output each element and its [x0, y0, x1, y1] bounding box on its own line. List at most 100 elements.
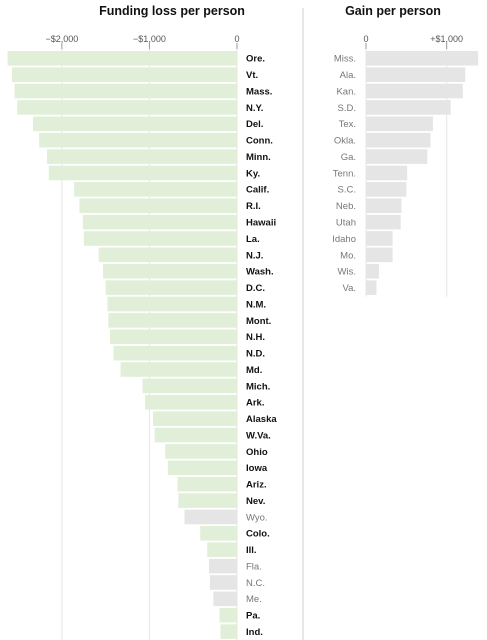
loss-bar — [39, 132, 237, 148]
loss-state-label: Ky. — [246, 168, 260, 179]
loss-bar — [74, 182, 237, 197]
gain-state-label: Wis. — [338, 267, 356, 278]
gain-tick-label: 0 — [363, 34, 368, 44]
gain-bar — [366, 132, 431, 148]
loss-bar — [220, 624, 237, 639]
gain-state-label: S.D. — [338, 103, 356, 114]
loss-state-label: Ohio — [246, 447, 268, 458]
loss-state-label: Fla. — [246, 561, 262, 572]
gain-state-label: Miss. — [334, 54, 356, 65]
loss-state-label: Hawaii — [246, 218, 276, 229]
loss-state-label: Ore. — [246, 54, 265, 65]
gain-panel: 0 +$1,000 Miss. Ala. Kan. S.D. Tex. Okla. Ga. Ten… — [332, 34, 479, 297]
gain-state-label: Tenn. — [333, 168, 356, 179]
loss-state-label: N.Y. — [246, 103, 263, 114]
gain-bar — [366, 165, 408, 181]
gain-bar — [366, 116, 433, 132]
gain-bar — [366, 100, 451, 115]
loss-bar — [219, 607, 237, 623]
loss-chart-title: Funding loss per person — [99, 4, 245, 18]
loss-tick-label: −$2,000 — [46, 34, 79, 44]
loss-state-label: D.C. — [246, 283, 265, 294]
loss-bar — [17, 100, 237, 115]
loss-tick-label: 0 — [234, 34, 239, 44]
gain-state-label: Tex. — [339, 119, 356, 130]
gain-state-label: Okla. — [334, 136, 356, 147]
gain-bar — [366, 149, 428, 164]
loss-state-label: N.D. — [246, 349, 265, 360]
gain-state-label: Va. — [342, 283, 356, 294]
loss-state-label: R.I. — [246, 201, 261, 212]
loss-state-label: N.C. — [246, 578, 265, 589]
gain-bar — [366, 83, 463, 99]
gain-bar — [366, 231, 393, 246]
loss-bar — [152, 411, 237, 426]
gain-state-label: Mo. — [340, 250, 356, 261]
gain-tick-label: +$1,000 — [430, 34, 463, 44]
loss-bar — [209, 575, 237, 590]
gain-chart-title: Gain per person — [345, 4, 441, 18]
gain-bar — [366, 263, 379, 279]
loss-bar — [98, 247, 237, 263]
loss-bar — [177, 476, 237, 492]
loss-state-label: Colo. — [246, 529, 270, 540]
loss-bar — [145, 394, 237, 410]
loss-state-label: Ind. — [246, 627, 263, 638]
gain-state-label: Ala. — [340, 70, 356, 81]
loss-state-label: Ill. — [246, 545, 257, 556]
loss-state-label: Me. — [246, 594, 262, 605]
loss-bar — [110, 329, 237, 345]
loss-state-label: La. — [246, 234, 260, 245]
loss-state-label: Wyo. — [246, 512, 268, 523]
loss-bar — [7, 51, 237, 66]
gain-state-label: Neb. — [336, 201, 356, 212]
loss-bar — [14, 83, 238, 99]
loss-panel: −$2,000 −$1,000 0 Ore. Vt. Mass. N.Y. Del. Conn.… — [7, 34, 277, 640]
loss-state-label: Mont. — [246, 316, 271, 327]
gain-state-label: Idaho — [332, 234, 356, 245]
gain-bar — [366, 51, 479, 66]
loss-state-label: Alaska — [246, 414, 277, 425]
gain-state-label: Utah — [336, 218, 356, 229]
loss-bar — [108, 313, 237, 328]
loss-bar — [142, 378, 237, 394]
loss-bar — [107, 296, 237, 312]
gain-state-label: Kan. — [336, 86, 356, 97]
loss-bar — [154, 427, 237, 443]
loss-bar — [33, 116, 238, 132]
loss-bar — [79, 198, 237, 214]
loss-state-label: Minn. — [246, 152, 271, 163]
loss-bar — [48, 165, 237, 181]
gain-bar — [366, 198, 402, 214]
loss-state-label: Iowa — [246, 463, 268, 474]
loss-bar — [200, 526, 237, 541]
loss-state-label: Conn. — [246, 136, 273, 147]
loss-state-label: Vt. — [246, 70, 258, 81]
loss-bar — [167, 460, 237, 476]
gain-bar — [366, 247, 393, 263]
loss-state-label: Ark. — [246, 398, 264, 409]
gain-bar — [366, 214, 401, 230]
gain-state-label: S.C. — [338, 185, 356, 196]
gain-bar — [366, 280, 377, 295]
loss-state-label: Del. — [246, 119, 263, 130]
loss-state-label: W.Va. — [246, 430, 271, 441]
loss-tick-label: −$1,000 — [133, 34, 166, 44]
loss-bar — [83, 231, 237, 246]
loss-state-label: Mich. — [246, 381, 270, 392]
loss-state-label: Nev. — [246, 496, 265, 507]
loss-state-label: Ariz. — [246, 480, 267, 491]
gain-state-label: Ga. — [341, 152, 356, 163]
loss-bar — [184, 509, 237, 525]
loss-state-label: Md. — [246, 365, 262, 376]
loss-bar — [82, 214, 237, 230]
loss-bar — [103, 263, 238, 279]
loss-bar — [113, 345, 237, 361]
gain-bar — [366, 67, 466, 82]
loss-bar — [213, 591, 237, 607]
loss-bar — [105, 280, 237, 295]
gain-bar — [366, 182, 407, 197]
loss-state-label: N.J. — [246, 250, 263, 261]
loss-state-label: N.M. — [246, 299, 266, 310]
